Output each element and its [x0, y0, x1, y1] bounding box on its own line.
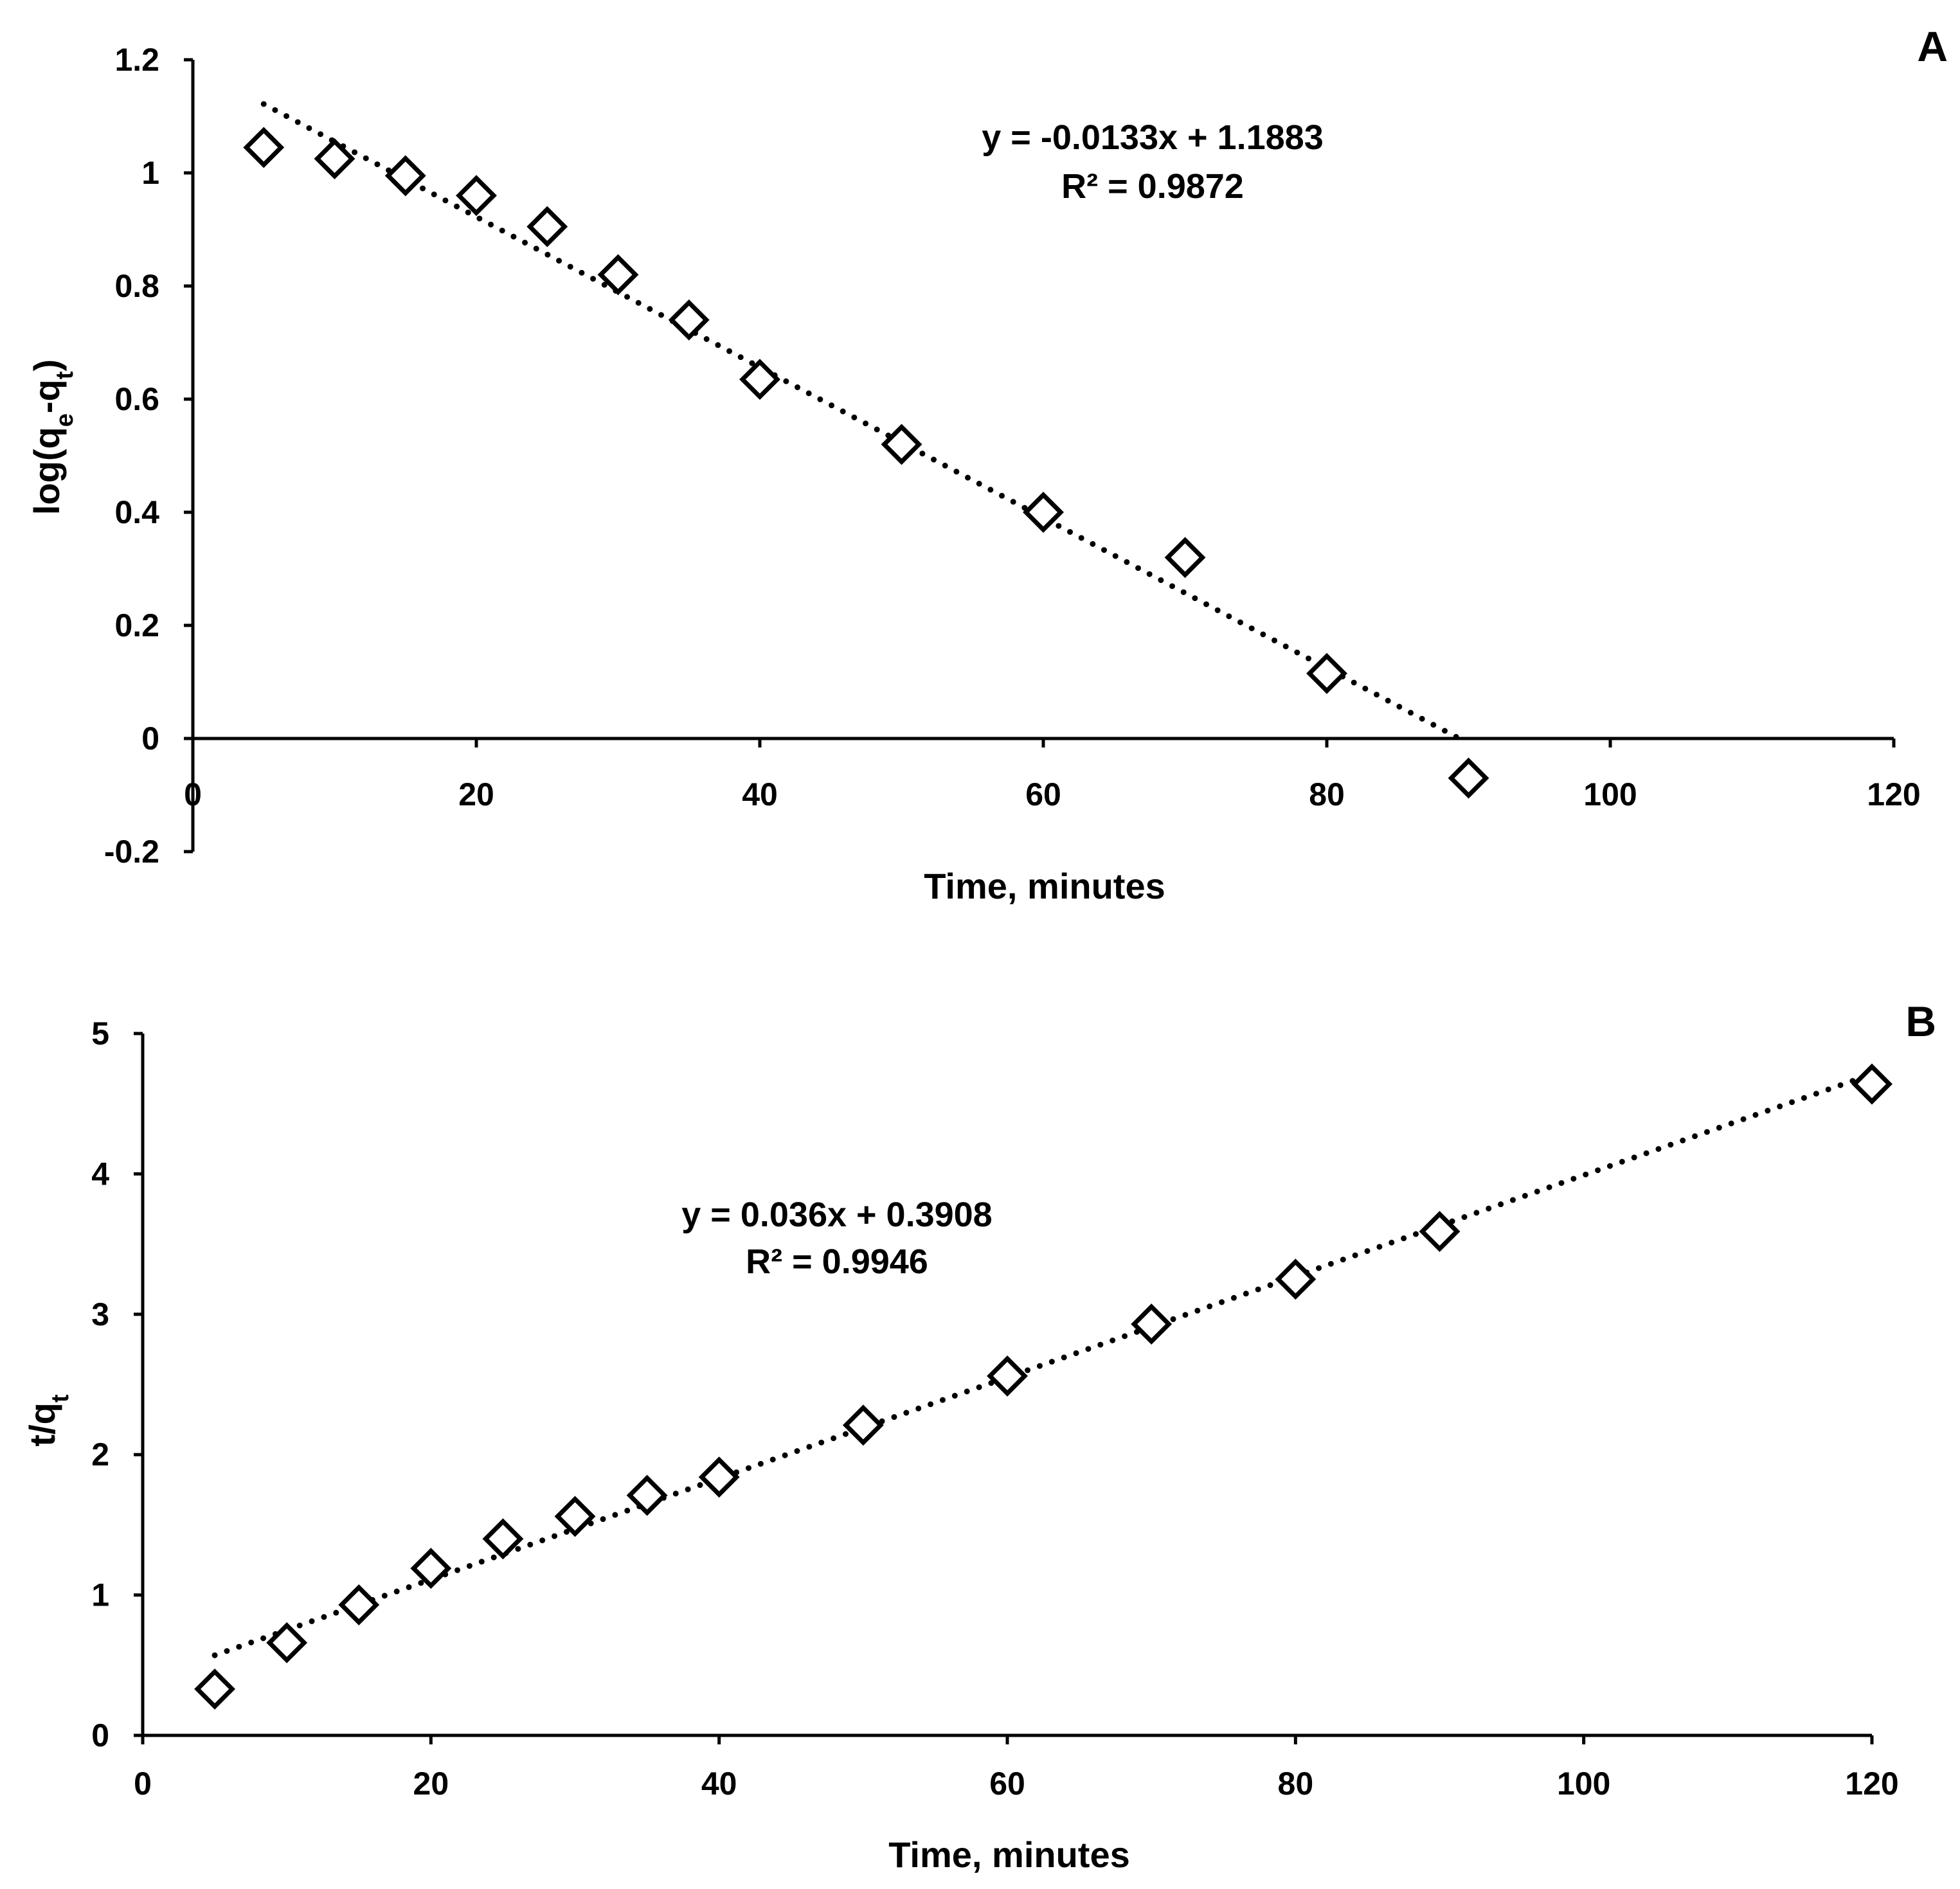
panel-b-y-tick-label: 3 [91, 1296, 109, 1332]
panel-a-data-point [384, 155, 426, 197]
panel-b-x-tick-label: 80 [1278, 1766, 1314, 1802]
panel-a-x-tick-label: 40 [742, 776, 778, 812]
panel-b-markers [194, 1063, 1893, 1710]
panel-a-x-tick-label: 120 [1867, 776, 1920, 812]
panel-b-data-point [842, 1404, 884, 1446]
panel-b-data-point [482, 1518, 524, 1560]
panel-a-data-point [1023, 492, 1064, 533]
panel-a-x-tick-label: 60 [1025, 776, 1061, 812]
panel-a-y-tick-label: 1 [141, 155, 159, 191]
panel-b-x-axis-title: Time, minutes [888, 1834, 1130, 1875]
panel-a-x-tick-label: 100 [1583, 776, 1637, 812]
panel-a-r-squared: R² = 0.9872 [1061, 167, 1244, 206]
panel-a-markers [243, 127, 1489, 799]
panel-b-y-tick-label: 2 [91, 1437, 109, 1473]
panel-b-data-point [626, 1474, 668, 1516]
panel-b-y-title-prefix: t/q [22, 1402, 62, 1446]
panel-b-axes: 0 1 2 3 4 5 0 20 40 60 80 100 120 [91, 1016, 1899, 1802]
panel-a-data-point [314, 138, 355, 179]
panel-b-data-point [410, 1548, 452, 1589]
panel-b-y-tick-label: 1 [91, 1577, 109, 1613]
panel-b-x-tick-label: 0 [134, 1766, 152, 1802]
panel-a-y-tick-label: 0.4 [114, 494, 159, 530]
panel-b-data-point [698, 1456, 740, 1498]
panel-a-data-point [668, 299, 710, 341]
panel-b-trendline-path [211, 1071, 1875, 1658]
panel-a-y-tick-label: 0.2 [114, 607, 159, 643]
panel-b-data-point [1419, 1210, 1461, 1252]
panel-b-y-tick-label: 4 [91, 1156, 109, 1192]
panel-a-y-tick-label: 1.2 [114, 42, 159, 78]
panel-a-y-title-suffix: ) [26, 359, 67, 372]
panel-b-x-tick-label: 60 [989, 1766, 1025, 1802]
panel-b-data-point [266, 1622, 308, 1663]
panel-a-trendline-path [260, 101, 1462, 742]
panel-b-data-point [987, 1355, 1028, 1397]
panel-a-data-point [1306, 652, 1347, 694]
panel-b-chart: 0 1 2 3 4 5 0 20 40 60 80 100 120 B y = 0.036x + 0.3… [22, 998, 1936, 1875]
panel-a-data-point [597, 254, 639, 296]
panel-a-trendline [260, 101, 1462, 742]
panel-a-x-tick-label: 0 [184, 776, 202, 812]
panel-a-x-axis-title: Time, minutes [924, 866, 1165, 906]
panel-a-y-axis-title: log(qe-qt) [26, 359, 78, 515]
panel-b-letter: B [1905, 998, 1936, 1045]
panel-a-x-tick-label: 80 [1309, 776, 1345, 812]
panel-b-y-tick-label: 5 [91, 1016, 109, 1052]
panel-a-data-point [881, 424, 922, 465]
panel-b-x-tick-label: 120 [1845, 1766, 1898, 1802]
panel-a-y-title-sub-t: t [51, 371, 78, 379]
panel-b-x-tick-label: 20 [413, 1766, 449, 1802]
panel-b-equation: y = 0.036x + 0.3908 [681, 1195, 992, 1234]
panel-b-data-point [1131, 1303, 1173, 1345]
panel-a-y-tick-label: 0.6 [114, 381, 159, 417]
panel-b-data-point [1275, 1258, 1317, 1300]
panel-a-x-tick-label: 20 [458, 776, 494, 812]
panel-a-y-title-mid: -q [26, 379, 67, 413]
panel-a-data-point [526, 206, 568, 247]
panel-b-data-point [554, 1496, 596, 1537]
panel-a-letter: A [1917, 22, 1948, 70]
panel-b-trendline [211, 1071, 1875, 1658]
panel-a-axes: -0.2 0 0.2 0.4 0.6 0.8 1 1.2 0 20 40 60 80 100 120 [104, 42, 1921, 870]
panel-b-y-tick-label: 0 [91, 1717, 109, 1753]
panel-b-x-tick-label: 100 [1557, 1766, 1610, 1802]
panel-a-y-title-sub-e: e [51, 413, 78, 427]
panel-b-data-point [1851, 1063, 1893, 1105]
panel-b-data-point [338, 1584, 380, 1625]
panel-b-x-tick-label: 40 [701, 1766, 737, 1802]
panel-b-data-point [194, 1668, 236, 1710]
panel-b-y-axis-title: t/qt [22, 1394, 74, 1446]
panel-a-data-point [1448, 757, 1489, 799]
panel-b-y-title-sub-t: t [47, 1394, 74, 1402]
panel-a-data-point [243, 127, 285, 168]
panel-a-y-tick-label: -0.2 [104, 834, 159, 870]
panel-a-data-point [456, 175, 497, 217]
panel-a-y-title-prefix: log(q [26, 427, 67, 515]
panel-a-data-point [1164, 537, 1206, 578]
panel-a-data-point [739, 359, 780, 400]
panel-b-r-squared: R² = 0.9946 [746, 1242, 928, 1281]
panel-a-equation: y = -0.0133x + 1.1883 [982, 118, 1323, 157]
panel-a-y-tick-label: 0.8 [114, 268, 159, 304]
panel-a-y-tick-label: 0 [141, 721, 159, 756]
panel-a-chart: -0.2 0 0.2 0.4 0.6 0.8 1 1.2 0 20 40 60 80 100 120 A y… [26, 22, 1948, 906]
